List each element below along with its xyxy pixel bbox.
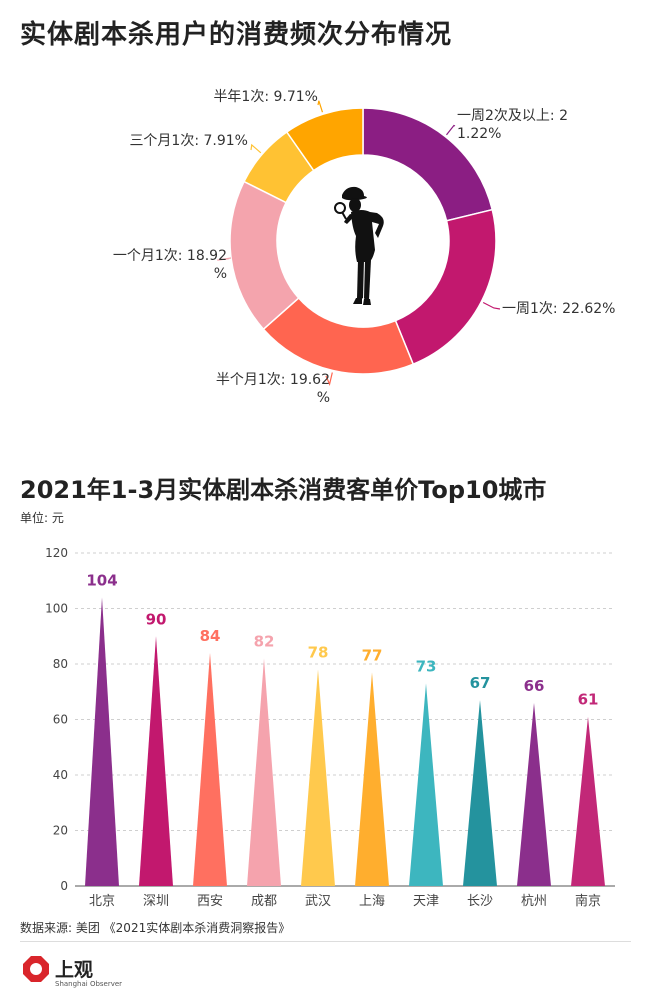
y-tick-label: 40 <box>53 768 68 782</box>
donut-chart-title: 实体剧本杀用户的消费频次分布情况 <box>20 20 453 50</box>
bar-spike <box>409 683 443 886</box>
detective-silhouette-icon <box>334 186 384 305</box>
y-tick-label: 60 <box>53 713 68 727</box>
x-category-label: 西安 <box>197 894 223 909</box>
bar-value-label: 73 <box>416 657 437 675</box>
bar-spike <box>193 652 227 886</box>
bar-spike <box>517 702 551 886</box>
bar-value-label: 84 <box>200 627 221 645</box>
donut-leader-line <box>250 143 262 154</box>
donut-slice-label: 1.22% <box>457 126 501 142</box>
donut-slice <box>362 107 494 222</box>
donut-chart: 一周2次及以上: 2 1.22% 一周1次: 22.62% 半个月1次: 19.62%… <box>113 89 616 406</box>
donut-slice <box>394 208 497 366</box>
donut-leader-line <box>446 124 456 136</box>
bar-spike <box>355 672 389 886</box>
y-tick-label: 20 <box>53 824 68 838</box>
bar-value-label: 67 <box>470 674 491 692</box>
x-category-label: 成都 <box>251 894 277 909</box>
footer-divider <box>20 941 631 942</box>
donut-slice-label: 三个月1次: 7.91% <box>129 133 248 149</box>
donut-leader-line <box>325 372 333 387</box>
bar-value-label: 61 <box>578 691 599 709</box>
bar-chart-unit-label: 单位: 元 <box>20 511 64 525</box>
bar-value-label: 82 <box>254 632 275 650</box>
x-category-label: 武汉 <box>305 894 331 909</box>
bar-spike <box>85 597 119 886</box>
bar-spike <box>139 636 173 886</box>
x-category-label: 深圳 <box>143 894 169 909</box>
donut-leader-line <box>482 301 501 310</box>
bar-value-label: 77 <box>362 646 383 664</box>
logo-subtitle: Shanghai Observer <box>55 980 123 988</box>
bar-spike <box>301 669 335 886</box>
x-category-label: 北京 <box>89 894 115 909</box>
logo-name: 上观 <box>55 959 94 981</box>
donut-leader-line <box>217 257 232 261</box>
y-tick-label: 120 <box>45 546 68 560</box>
donut-slice-label: 一个月1次: 18.92 <box>113 248 227 264</box>
bar-value-label: 78 <box>308 644 329 662</box>
x-category-label: 杭州 <box>521 894 547 909</box>
x-category-label: 长沙 <box>467 894 493 909</box>
bar-value-label: 104 <box>86 571 117 589</box>
y-tick-label: 80 <box>53 657 68 671</box>
donut-leader-line <box>317 100 324 113</box>
donut-slice <box>229 180 300 331</box>
donut-slice-label: 一周2次及以上: 2 <box>457 108 568 124</box>
x-category-label: 天津 <box>413 894 439 909</box>
x-category-label: 上海 <box>359 894 385 909</box>
y-tick-label: 0 <box>60 879 68 893</box>
donut-slice-label: % <box>317 390 330 406</box>
bar-spike <box>247 658 281 886</box>
bar-spike <box>571 716 605 886</box>
bar-spike <box>463 700 497 886</box>
x-category-label: 南京 <box>575 893 601 909</box>
donut-slice-label: % <box>214 266 227 282</box>
y-tick-label: 100 <box>45 602 68 616</box>
bar-chart-title: 2021年1-3月实体剧本杀消费客单价Top10城市 <box>20 476 547 504</box>
donut-slice-label: 一周1次: 22.62% <box>502 301 615 317</box>
bar-value-label: 66 <box>524 677 545 695</box>
data-source-note: 数据来源: 美团 《2021实体剧本杀消费洞察报告》 <box>20 921 291 935</box>
shanghai-observer-logo-icon <box>23 956 49 982</box>
donut-slice-label: 半个月1次: 19.62 <box>216 372 330 388</box>
donut-slice-label: 半年1次: 9.71% <box>213 89 318 105</box>
bar-value-label: 90 <box>146 610 167 628</box>
donut-slice <box>285 107 364 172</box>
